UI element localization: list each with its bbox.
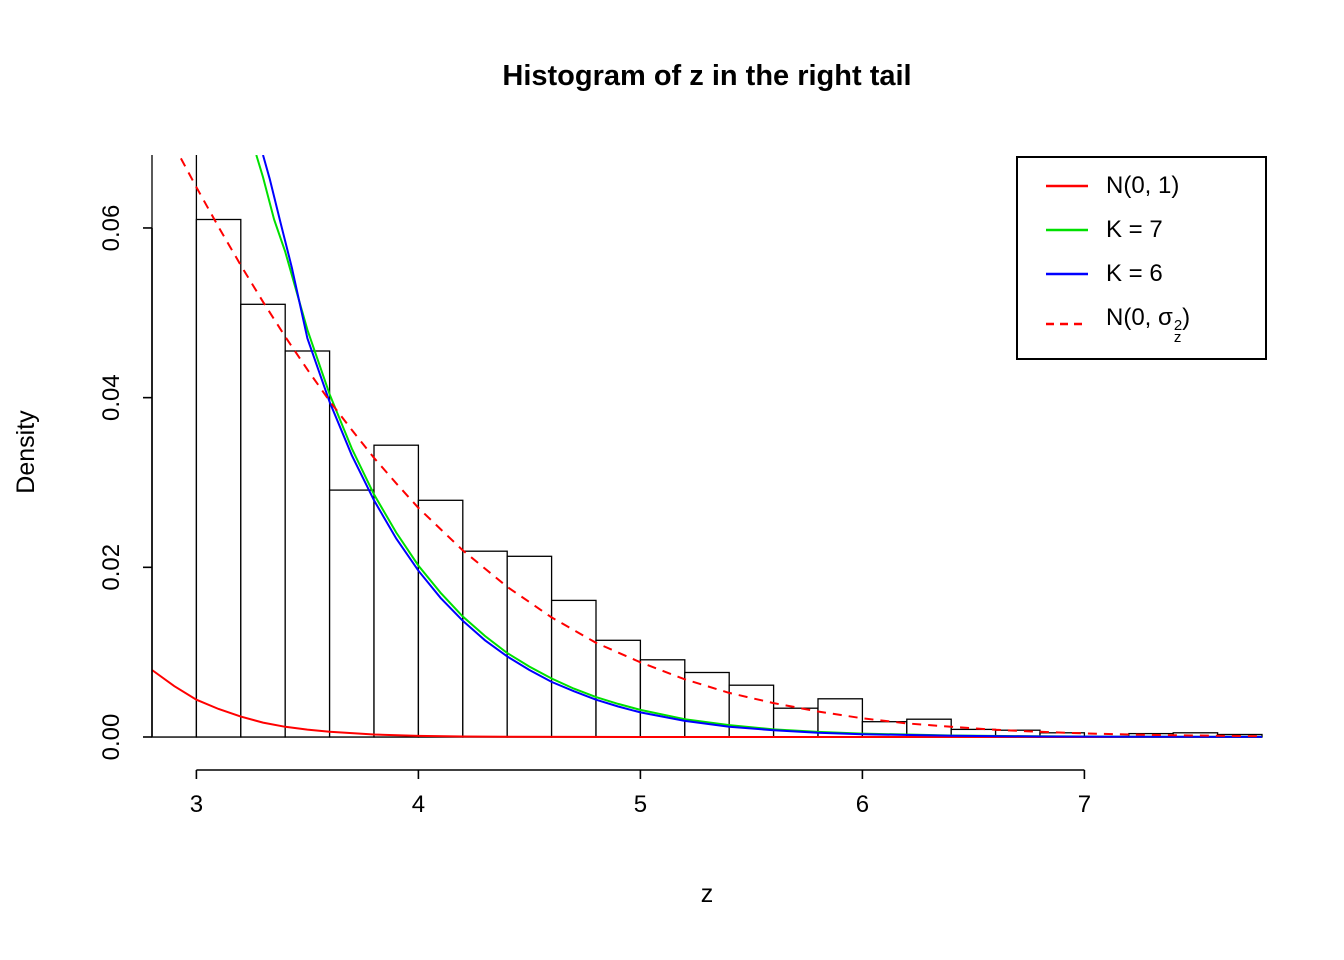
histogram-bar [550,599,597,738]
legend-label-part: N(0, [1106,304,1159,331]
plot-region [151,155,1263,738]
legend-line-red-solid-icon [1046,184,1088,188]
legend-label-n01: N(0, 1) [1106,172,1180,199]
tick-labels: 3 4 5 6 7 0.00 0.02 0.04 0.06 [98,205,1091,818]
legend-line-blue-solid-icon [1046,272,1088,276]
axes [143,227,1086,779]
histogram-bar [506,555,553,738]
legend-label-part: ) [1182,304,1191,331]
legend-label-k6: K = 6 [1106,260,1163,287]
sigma-symbol: σ [1158,304,1173,331]
histogram-bars [151,155,1263,738]
histogram-bar [462,550,508,738]
y-axis-label: Density [12,410,40,494]
histogram-bar [684,671,730,738]
histogram-bar [417,499,464,738]
legend: N(0, 1) K = 7 K = 6 N(0, σ 2 z) [1016,156,1267,360]
histogram-bar [284,350,331,738]
y-tick-label: 0.00 [98,714,125,761]
histogram-bar [195,218,242,738]
sigma-superscript: 2 [1173,317,1183,334]
histogram-bar [373,444,420,738]
curve-3 [180,157,1263,738]
curve-2 [262,155,1263,738]
legend-item-n0-sigma: N(0, σ 2 z) [1044,304,1265,346]
x-tick-label: 5 [634,791,647,818]
x-tick-label: 6 [856,791,869,818]
legend-label-n0-sigma: N(0, σ 2 z) [1106,304,1191,346]
chart-title: Histogram of z in the right tail [502,60,912,92]
legend-item-k6: K = 6 [1044,260,1265,288]
histogram-bar [151,155,198,738]
y-tick-label: 0.06 [98,205,125,252]
sigma-subscript: z [1173,329,1182,346]
histogram-bar [240,303,286,738]
x-axis-label: z [700,880,714,908]
curve-0 [151,669,1262,738]
x-tick-label: 4 [412,791,425,818]
legend-label-k7: K = 7 [1106,216,1163,243]
x-tick-label: 3 [190,791,203,818]
histogram-bar [595,639,642,738]
y-tick-label: 0.02 [98,544,125,591]
x-tick-label: 7 [1078,791,1091,818]
legend-line-red-dashed-icon [1046,322,1088,326]
legend-item-n01: N(0, 1) [1044,172,1265,200]
legend-item-k7: K = 7 [1044,216,1265,244]
legend-line-green-solid-icon [1046,228,1088,232]
y-tick-label: 0.04 [98,374,125,421]
histogram-bar [328,489,375,738]
